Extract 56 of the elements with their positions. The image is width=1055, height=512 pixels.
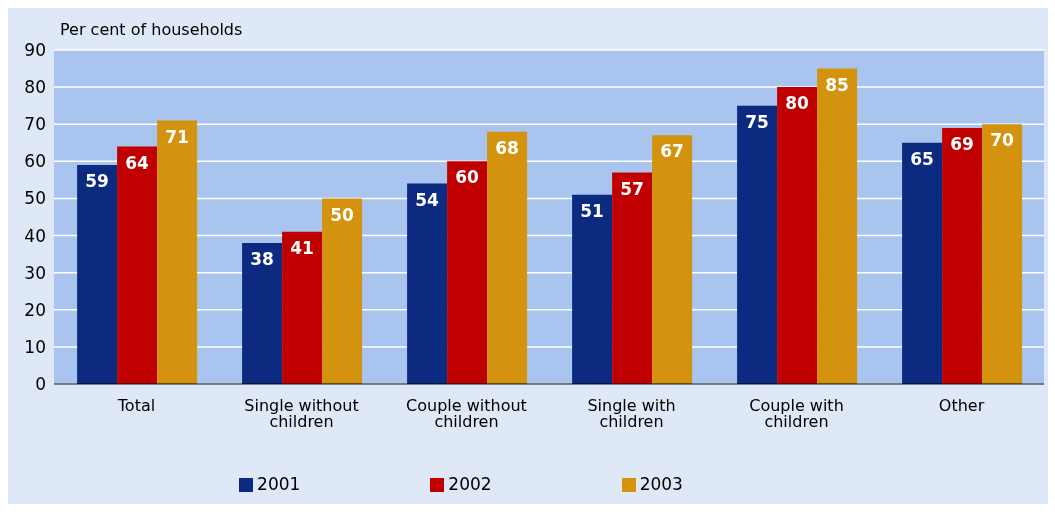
bar <box>612 172 653 384</box>
bar <box>817 68 858 384</box>
bar <box>117 146 158 384</box>
data-label: 54 <box>415 189 440 210</box>
y-tick-label: 70 <box>24 114 46 135</box>
y-tick-label: 50 <box>24 188 46 209</box>
data-label: 50 <box>330 204 355 225</box>
data-label: 38 <box>250 249 274 270</box>
y-axis-title: Per cent of households <box>60 20 243 39</box>
bar <box>242 242 283 384</box>
data-label: 69 <box>950 134 974 154</box>
data-label: 68 <box>495 137 519 158</box>
x-tick-label: Couple without children <box>406 396 527 432</box>
y-tick-label: 40 <box>24 225 46 246</box>
bar <box>652 135 693 384</box>
x-tick-label: Total <box>116 396 156 416</box>
y-tick-label: 80 <box>24 77 46 98</box>
legend-label: 2001 <box>257 474 301 494</box>
bar <box>777 87 818 384</box>
y-tick-label: 60 <box>24 151 46 172</box>
y-tick-label: 90 <box>24 40 46 61</box>
x-tick-label: Single without children <box>244 396 359 432</box>
data-label: 60 <box>455 167 480 188</box>
bar <box>737 105 778 384</box>
x-tick-label: Couple with children <box>749 396 844 432</box>
data-label: 71 <box>165 126 189 147</box>
y-tick-label: 20 <box>24 299 46 320</box>
data-label: 75 <box>745 111 769 132</box>
data-label: 57 <box>620 178 644 199</box>
y-tick-label: 10 <box>24 336 46 357</box>
data-label: 80 <box>785 93 810 114</box>
bar <box>77 165 118 384</box>
bar <box>982 124 1023 384</box>
data-label: 41 <box>290 237 314 258</box>
bar <box>902 142 943 384</box>
data-label: 64 <box>125 152 150 173</box>
data-label: 51 <box>580 200 604 221</box>
bar <box>282 231 323 384</box>
bar <box>447 161 488 384</box>
data-label: 65 <box>910 148 934 169</box>
y-tick-label: 30 <box>24 262 46 283</box>
y-tick-label: 0 <box>35 374 46 395</box>
bar <box>487 131 528 384</box>
bar <box>942 127 983 384</box>
legend-label: 2003 <box>639 474 683 494</box>
bar <box>572 194 613 384</box>
x-tick-label: Other <box>938 396 985 416</box>
bar <box>157 120 198 384</box>
data-label: 67 <box>660 141 684 162</box>
bar <box>407 183 448 384</box>
bar <box>322 198 363 384</box>
data-label: 59 <box>85 171 109 192</box>
x-tick-label: Single with children <box>587 396 676 432</box>
legend-label: 2002 <box>448 474 492 494</box>
data-label: 70 <box>990 130 1015 151</box>
data-label: 85 <box>825 74 849 95</box>
